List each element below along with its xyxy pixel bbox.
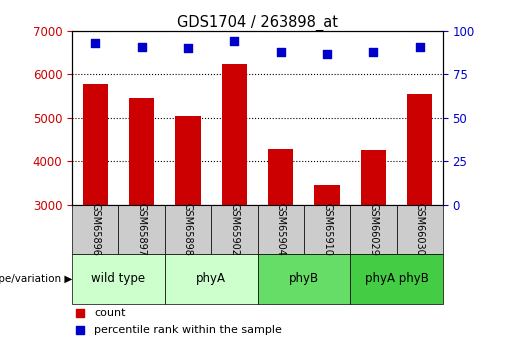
Bar	[72, 254, 165, 304]
Point	[91, 40, 99, 46]
Text: GSM66029: GSM66029	[368, 203, 379, 256]
Bar	[72, 205, 118, 254]
Title: GDS1704 / 263898_at: GDS1704 / 263898_at	[177, 15, 338, 31]
Text: GSM65902: GSM65902	[229, 203, 239, 256]
Bar	[118, 205, 165, 254]
Bar	[221, 65, 247, 205]
Point	[323, 51, 331, 56]
Point	[184, 46, 192, 51]
Text: phyA phyB: phyA phyB	[365, 273, 428, 285]
Bar	[268, 149, 294, 205]
Bar	[211, 205, 258, 254]
Point	[230, 39, 238, 44]
Text: GSM65898: GSM65898	[183, 203, 193, 256]
Text: GSM66030: GSM66030	[415, 203, 425, 256]
Text: GSM65904: GSM65904	[276, 203, 286, 256]
Point	[75, 327, 83, 333]
Bar	[360, 150, 386, 205]
Text: GSM65896: GSM65896	[90, 203, 100, 256]
Bar	[304, 205, 350, 254]
Text: phyB: phyB	[289, 273, 319, 285]
Text: wild type: wild type	[91, 273, 146, 285]
Bar	[314, 185, 340, 205]
Point	[277, 49, 285, 55]
Bar	[397, 205, 443, 254]
Bar	[165, 205, 211, 254]
Bar	[129, 98, 154, 205]
Point	[369, 49, 377, 55]
Point	[75, 310, 83, 316]
Bar	[350, 254, 443, 304]
Bar	[407, 94, 433, 205]
Bar	[165, 254, 258, 304]
Text: count: count	[94, 308, 126, 318]
Point	[416, 44, 424, 49]
Text: percentile rank within the sample: percentile rank within the sample	[94, 325, 282, 335]
Text: phyA: phyA	[196, 273, 226, 285]
Text: GSM65897: GSM65897	[136, 203, 147, 256]
Point	[138, 44, 146, 49]
Bar	[350, 205, 397, 254]
Bar	[82, 84, 108, 205]
Bar	[258, 254, 350, 304]
Text: GSM65910: GSM65910	[322, 203, 332, 256]
Bar	[175, 116, 201, 205]
Bar	[258, 205, 304, 254]
Text: genotype/variation ▶: genotype/variation ▶	[0, 274, 72, 284]
